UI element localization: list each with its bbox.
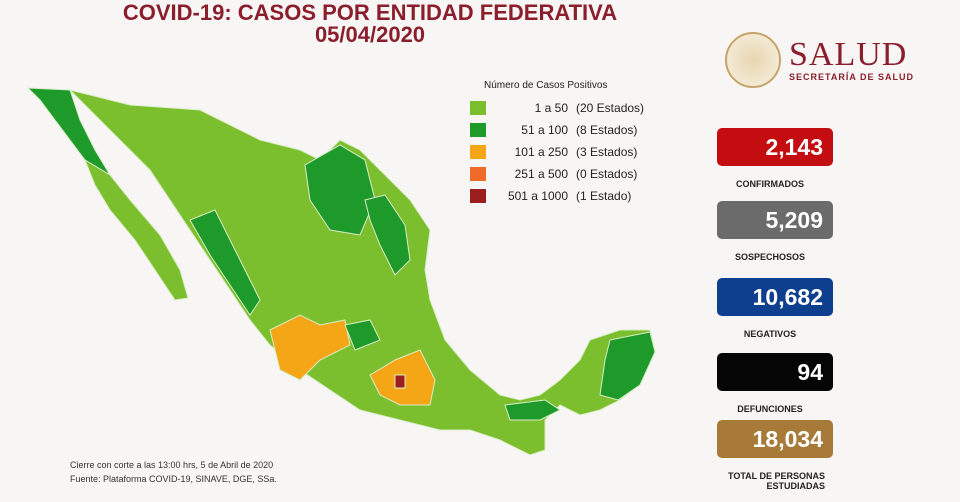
legend-item: 501 a 1000 (1 Estado) [470, 185, 644, 207]
stat-value: 18,034 [717, 420, 833, 458]
legend-range: 501 a 1000 [507, 189, 568, 203]
tabasco [504, 399, 561, 421]
legend-item: 51 a 100 (8 Estados) [470, 119, 644, 141]
cdmx [394, 374, 406, 389]
baja-california-sur [83, 158, 189, 301]
legend-item: 101 a 250 (3 Estados) [470, 141, 644, 163]
legend-range: 101 a 250 [514, 145, 568, 159]
stat-value: 10,682 [717, 278, 833, 316]
logo-name: SALUD [789, 36, 908, 73]
guanajuato [344, 319, 381, 351]
legend-range: 1 a 50 [534, 101, 568, 115]
jalisco [269, 314, 351, 381]
legend-swatch [470, 189, 486, 203]
footer-source: Fuente: Plataforma COVID-19, SINAVE, DGE… [70, 474, 277, 484]
legend-swatch [470, 167, 486, 181]
coahuila [304, 144, 376, 236]
legend-swatch [470, 123, 486, 137]
logo-subtitle: SECRETARÍA DE SALUD [789, 72, 915, 82]
legend-count: (20 Estados) [576, 101, 645, 115]
page-title: COVID-19: CASOS POR ENTIDAD FEDERATIVA [122, 0, 618, 25]
page-date: 05/04/2020 [314, 22, 426, 47]
legend-count: (8 Estados) [576, 123, 638, 137]
mexico-map [26, 87, 656, 456]
stat-value: 94 [717, 353, 833, 391]
salud-logo: SALUD SECRETARÍA DE SALUD [725, 32, 914, 88]
legend-swatch [470, 101, 486, 115]
legend-count: (3 Estados) [576, 145, 638, 159]
stat-label: TOTAL DE PERSONAS ESTUDIADAS [727, 471, 825, 491]
legend-title: Número de Casos Positivos [484, 80, 608, 91]
quintana-roo [599, 331, 656, 401]
footer-cutoff: Cierre con corte a las 13:00 hrs, 5 de A… [70, 460, 274, 470]
stat-value: 2,143 [717, 128, 833, 166]
legend-item: 1 a 50 (20 Estados) [470, 97, 644, 119]
legend-range: 51 a 100 [521, 123, 568, 137]
nuevo-leon [364, 194, 411, 276]
stat-label: DEFUNCIONES [737, 404, 803, 414]
legend-count: (1 Estado) [576, 189, 632, 203]
stat-label: SOSPECHOSOS [734, 252, 806, 262]
stat-value: 5,209 [717, 201, 833, 239]
legend-swatch [470, 145, 486, 159]
legend-range: 251 a 500 [514, 167, 568, 181]
legend-item: 251 a 500 (0 Estados) [470, 163, 644, 185]
seal-icon [725, 32, 781, 88]
sinaloa [189, 209, 261, 316]
legend: Número de Casos Positivos 1 a 50 (20 Esta… [470, 80, 644, 207]
stat-label: NEGATIVOS [743, 329, 797, 339]
legend-count: (0 Estados) [576, 167, 638, 181]
stat-label: CONFIRMADOS [736, 179, 804, 189]
